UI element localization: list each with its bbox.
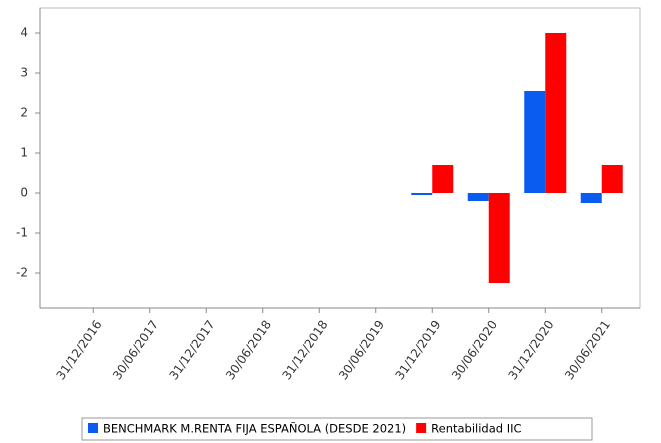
x-tick-label: 31/12/2020 — [505, 318, 556, 383]
y-tick-label: 3 — [20, 66, 28, 80]
x-tick-label: 30/06/2020 — [449, 318, 500, 383]
legend-box — [81, 417, 593, 441]
legend-swatch — [88, 423, 98, 433]
bar — [411, 193, 433, 195]
bar — [524, 91, 546, 193]
legend-label: BENCHMARK M.RENTA FIJA ESPAÑOLA (DESDE 2… — [103, 421, 406, 436]
legend-label: Rentabilidad IIC — [431, 422, 521, 436]
x-tick-label: 31/12/2017 — [166, 318, 217, 383]
bar — [545, 33, 567, 193]
y-tick-label: 4 — [20, 26, 28, 40]
bar — [580, 193, 602, 203]
x-tick-label: 30/06/2017 — [110, 318, 161, 383]
y-tick-label: 1 — [20, 146, 28, 160]
x-tick-label: 31/12/2019 — [392, 318, 443, 383]
x-tick-label: 31/12/2016 — [53, 318, 104, 383]
x-tick-label: 30/06/2019 — [336, 318, 387, 383]
y-tick-label: -1 — [16, 226, 28, 240]
y-tick-label: 2 — [20, 106, 28, 120]
bar — [488, 193, 510, 283]
bar — [601, 165, 623, 193]
y-tick-label: 0 — [20, 186, 28, 200]
y-tick-label: -2 — [16, 266, 28, 280]
bar — [467, 193, 489, 201]
bar — [432, 165, 454, 193]
x-tick-label: 30/06/2018 — [223, 318, 274, 383]
x-tick-label: 31/12/2018 — [279, 318, 330, 383]
legend-swatch — [416, 423, 427, 433]
x-tick-label: 30/06/2021 — [562, 318, 613, 383]
legend: BENCHMARK M.RENTA FIJA ESPAÑOLA (DESDE 2… — [88, 421, 522, 436]
